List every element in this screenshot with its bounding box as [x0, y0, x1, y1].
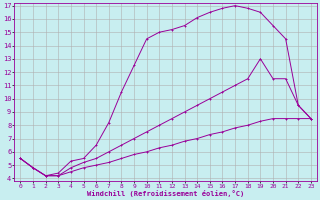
- X-axis label: Windchill (Refroidissement éolien,°C): Windchill (Refroidissement éolien,°C): [87, 190, 244, 197]
